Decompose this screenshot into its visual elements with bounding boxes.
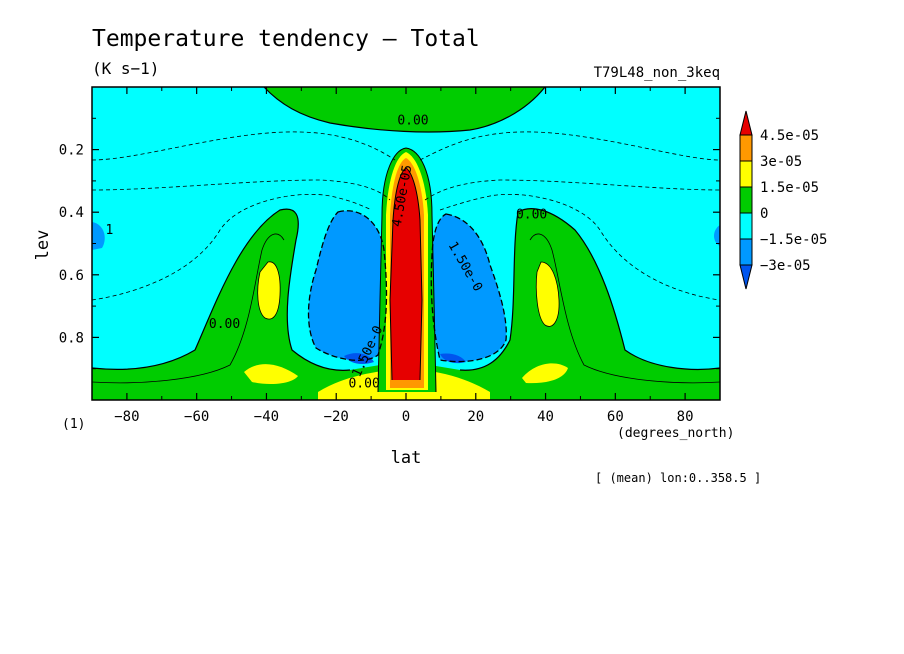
contour-label: 1	[106, 223, 114, 238]
colorbar-label: 0	[760, 206, 768, 222]
y-axis: 0.2 0.4 0.6 0.8	[59, 117, 720, 401]
colorbar-arrow-bottom	[739, 264, 753, 290]
contour-lines	[92, 87, 720, 393]
run-label: T79L48_non_3keq	[594, 65, 720, 81]
y-tick-label: 0.4	[59, 205, 84, 221]
x-units: (degrees_north)	[617, 426, 734, 441]
x-axis-label: lat	[391, 448, 422, 468]
contour-label: 0.00	[348, 376, 379, 391]
chart-units: (K s−1)	[92, 59, 159, 78]
contour-negative-mid	[92, 179, 720, 201]
region-blue-right-edge	[714, 225, 720, 246]
colorbar-arrow-top	[739, 110, 753, 136]
colorbar-label: −3e-05	[760, 258, 811, 274]
contour-column-inner	[389, 167, 423, 381]
x-tick-label: 20	[467, 409, 484, 425]
region-yellow-left-lower	[244, 364, 298, 384]
x-axis: −80 −60 −40 −20 0 20 40 60 80	[91, 87, 721, 425]
contour-blue-right	[430, 213, 507, 363]
colorbar-swatch	[739, 238, 753, 266]
contour-label: 0.00	[397, 114, 428, 129]
y-tick-label: 0.6	[59, 268, 84, 284]
contour-blue-left	[307, 210, 388, 361]
colorbar-swatch	[739, 212, 753, 240]
x-tick-label: −60	[184, 409, 209, 425]
contour-yellow-left	[257, 261, 281, 320]
panel-label: (1)	[62, 417, 85, 432]
colorbar-label: 3e-05	[760, 154, 802, 170]
colorbar: 4.5e-05 3e-05 1.5e-05 0 −1.5e-05 −3e-05	[739, 110, 827, 290]
region-deep-blue-right	[440, 353, 466, 364]
region-column-red	[390, 168, 422, 380]
region-blue-left-lobe	[308, 210, 387, 361]
contour-label: 0.00	[516, 207, 547, 222]
contour-negative-left	[92, 193, 373, 301]
contour-positive-left	[92, 233, 285, 384]
region-top-warm	[264, 87, 545, 132]
contour-label: 0.00	[209, 317, 240, 332]
region-blue-right-lobe	[431, 214, 507, 362]
contour-positive-right	[529, 233, 720, 384]
x-tick-label: −80	[114, 409, 139, 425]
contour-negative-upper	[92, 131, 720, 161]
contour-column-outer	[377, 147, 437, 393]
x-tick-label: 0	[402, 409, 410, 425]
colorbar-swatch	[739, 160, 753, 188]
x-tick-label: 80	[677, 409, 694, 425]
chart-title: Temperature tendency — Total	[92, 26, 480, 52]
y-axis-label: lev	[33, 230, 53, 261]
colorbar-label: −1.5e-05	[760, 232, 827, 248]
contour-zero-top	[263, 87, 546, 133]
x-tick-label: −40	[254, 409, 279, 425]
colorbar-swatch	[739, 186, 753, 214]
region-yellow-left-upper	[257, 261, 281, 320]
footnote: [ (mean) lon:0..358.5 ]	[595, 471, 761, 485]
colorbar-swatch	[739, 134, 753, 162]
colorbar-label: 4.5e-05	[760, 128, 819, 144]
colorbar-label: 1.5e-05	[760, 180, 819, 196]
contour-yellow-right	[535, 261, 560, 327]
x-tick-label: −20	[324, 409, 349, 425]
y-tick-label: 0.8	[59, 330, 84, 346]
x-tick-label: 40	[537, 409, 554, 425]
contour-zero-low	[92, 208, 720, 371]
x-tick-label: 60	[607, 409, 624, 425]
region-deep-blue-left	[344, 353, 374, 364]
region-yellow-right-upper	[536, 262, 560, 327]
y-tick-label: 0.2	[59, 143, 84, 159]
contour-field	[92, 87, 720, 400]
region-yellow-right-lower	[522, 363, 568, 384]
region-low-warm	[92, 208, 720, 400]
